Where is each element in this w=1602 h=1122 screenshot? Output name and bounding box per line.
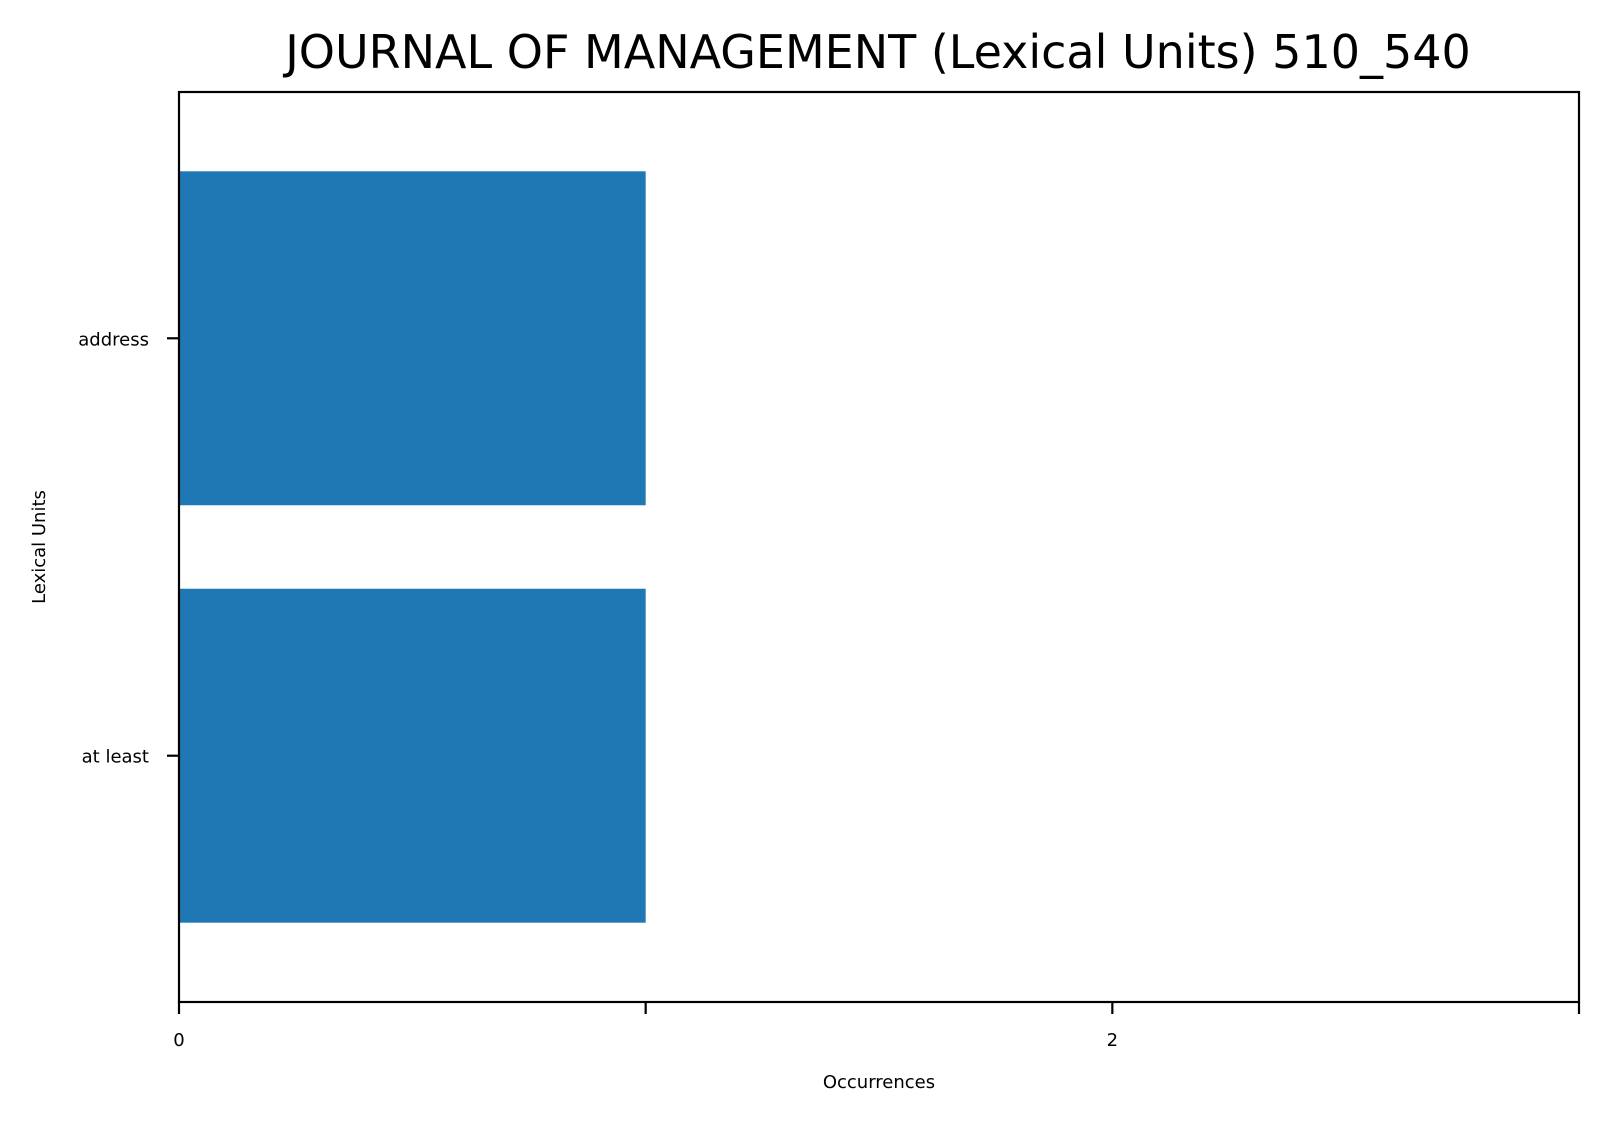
plot-area-frame bbox=[177, 90, 1581, 1004]
y-axis-ticks: address at least bbox=[78, 329, 179, 768]
x-tick-label: 2 bbox=[1107, 1030, 1118, 1051]
x-tick-label: 0 bbox=[173, 1030, 184, 1051]
y-tick-label: address bbox=[78, 329, 149, 350]
y-axis-label: Lexical Units bbox=[29, 490, 50, 604]
bar-address bbox=[179, 171, 646, 506]
bars-group bbox=[179, 171, 646, 923]
chart-title: JOURNAL OF MANAGEMENT (Lexical Units) 51… bbox=[282, 25, 1471, 79]
y-tick-label: at least bbox=[82, 747, 149, 768]
x-axis-label: Occurrences bbox=[823, 1072, 935, 1093]
bar-at-least bbox=[179, 588, 646, 923]
